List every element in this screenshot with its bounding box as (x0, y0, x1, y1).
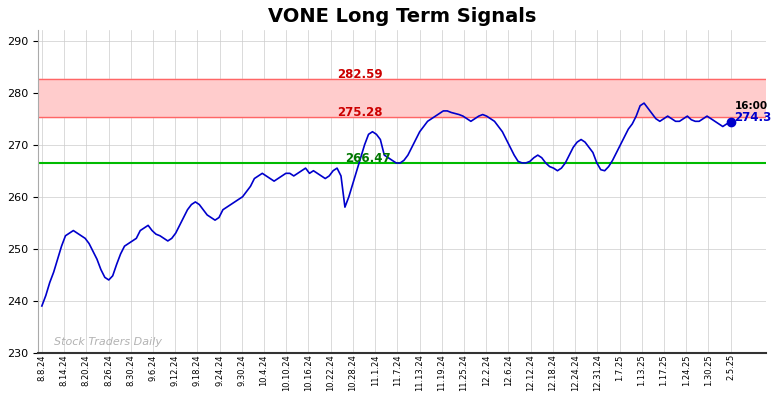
Text: 275.28: 275.28 (337, 106, 383, 119)
Text: 274.3: 274.3 (735, 111, 771, 124)
Text: Stock Traders Daily: Stock Traders Daily (53, 337, 162, 347)
Text: 266.47: 266.47 (345, 152, 390, 164)
Title: VONE Long Term Signals: VONE Long Term Signals (268, 7, 536, 26)
Text: 282.59: 282.59 (337, 68, 383, 81)
Bar (38, 79, 766, 117)
Text: 16:00: 16:00 (735, 101, 768, 111)
